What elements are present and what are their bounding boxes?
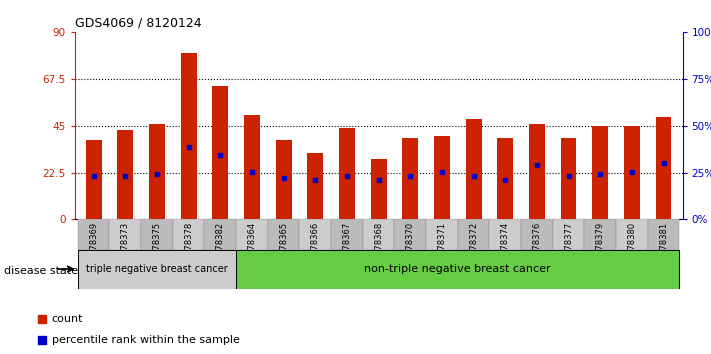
Bar xyxy=(402,138,418,219)
Text: GSM678368: GSM678368 xyxy=(374,222,383,273)
Text: GSM678373: GSM678373 xyxy=(121,222,130,273)
Bar xyxy=(339,128,355,219)
Bar xyxy=(141,219,173,250)
Text: GSM678378: GSM678378 xyxy=(184,222,193,273)
Bar xyxy=(236,219,268,250)
Bar xyxy=(561,138,577,219)
Bar xyxy=(426,219,458,250)
Bar xyxy=(497,138,513,219)
Bar xyxy=(616,219,648,250)
Text: GSM678365: GSM678365 xyxy=(279,222,288,273)
Text: GSM678379: GSM678379 xyxy=(596,222,605,273)
Text: percentile rank within the sample: percentile rank within the sample xyxy=(52,335,240,345)
Text: GSM678371: GSM678371 xyxy=(437,222,447,273)
Text: GSM678369: GSM678369 xyxy=(89,222,98,273)
Bar xyxy=(521,219,552,250)
Bar xyxy=(173,219,205,250)
Bar xyxy=(489,219,521,250)
Bar xyxy=(331,219,363,250)
Text: GDS4069 / 8120124: GDS4069 / 8120124 xyxy=(75,16,201,29)
Text: GSM678380: GSM678380 xyxy=(627,222,636,273)
Text: non-triple negative breast cancer: non-triple negative breast cancer xyxy=(365,264,551,274)
Bar xyxy=(86,140,102,219)
Bar xyxy=(77,219,109,250)
Text: GSM678364: GSM678364 xyxy=(247,222,257,273)
Bar xyxy=(77,250,236,289)
Bar xyxy=(656,117,671,219)
Bar xyxy=(244,115,260,219)
Text: triple negative breast cancer: triple negative breast cancer xyxy=(86,264,228,274)
Text: GSM678374: GSM678374 xyxy=(501,222,510,273)
Bar xyxy=(592,126,608,219)
Bar xyxy=(307,153,324,219)
Bar xyxy=(466,119,481,219)
Text: GSM678366: GSM678366 xyxy=(311,222,320,273)
Bar xyxy=(276,140,292,219)
Bar xyxy=(458,219,489,250)
Bar xyxy=(268,219,299,250)
Bar xyxy=(395,219,426,250)
Bar xyxy=(181,53,196,219)
Bar xyxy=(149,124,165,219)
Text: GSM678381: GSM678381 xyxy=(659,222,668,273)
Bar xyxy=(529,124,545,219)
Text: GSM678377: GSM678377 xyxy=(564,222,573,273)
Bar xyxy=(552,219,584,250)
Text: count: count xyxy=(52,314,83,324)
Bar xyxy=(584,219,616,250)
Bar xyxy=(299,219,331,250)
Text: GSM678376: GSM678376 xyxy=(533,222,541,273)
Bar xyxy=(624,126,640,219)
Bar xyxy=(205,219,236,250)
Bar xyxy=(236,250,680,289)
Bar xyxy=(434,136,450,219)
Bar xyxy=(363,219,395,250)
Bar xyxy=(109,219,141,250)
Text: GSM678367: GSM678367 xyxy=(343,222,351,273)
Bar xyxy=(213,86,228,219)
Text: GSM678370: GSM678370 xyxy=(406,222,415,273)
Text: GSM678372: GSM678372 xyxy=(469,222,478,273)
Text: disease state: disease state xyxy=(4,266,77,276)
Text: GSM678375: GSM678375 xyxy=(152,222,161,273)
Text: GSM678382: GSM678382 xyxy=(216,222,225,273)
Bar xyxy=(370,159,387,219)
Bar xyxy=(117,130,133,219)
Bar xyxy=(648,219,680,250)
